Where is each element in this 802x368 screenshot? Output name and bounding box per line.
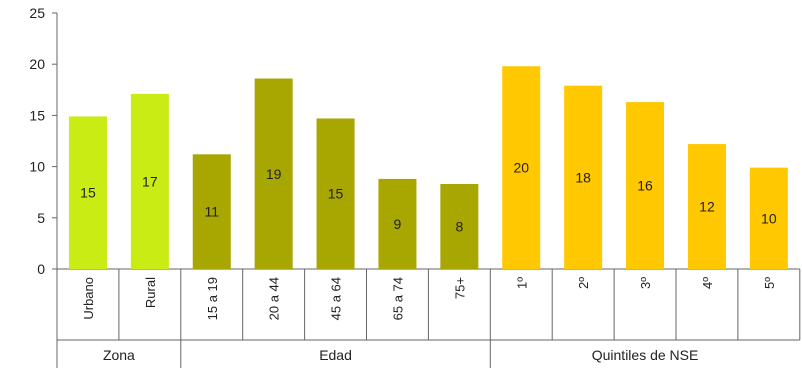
y-tick-label: 5 <box>37 210 45 226</box>
y-tick-label: 0 <box>37 261 45 277</box>
bar-value-label: 8 <box>455 219 463 235</box>
group-label: Quintiles de NSE <box>592 347 699 363</box>
bar-value-label: 16 <box>637 178 653 194</box>
x-tick-label: 4º <box>700 277 715 289</box>
x-tick-label: 45 a 64 <box>329 277 344 320</box>
bar <box>564 85 603 269</box>
x-tick-label: 75+ <box>452 277 467 299</box>
bar-value-label: 15 <box>328 186 344 202</box>
bar-value-label: 10 <box>761 210 777 226</box>
x-tick-label: Rural <box>143 277 158 308</box>
bar-value-label: 15 <box>80 185 96 201</box>
bar <box>378 178 417 269</box>
x-tick-label: Urbano <box>81 277 96 320</box>
bar-value-label: 18 <box>575 169 591 185</box>
y-tick-label: 10 <box>29 159 45 175</box>
x-tick-label: 2º <box>576 277 591 289</box>
bar-value-label: 11 <box>204 204 219 220</box>
x-tick-label: 15 a 19 <box>205 277 220 320</box>
y-tick-label: 25 <box>29 5 45 21</box>
bar-value-label: 9 <box>394 216 402 232</box>
x-tick-label: 5º <box>762 277 777 289</box>
bar <box>316 118 355 269</box>
y-tick-label: 20 <box>29 56 45 72</box>
x-tick-label: 20 a 44 <box>267 277 282 320</box>
bar-value-label: 12 <box>699 199 715 215</box>
group-label: Zona <box>103 347 135 363</box>
bar <box>502 66 541 269</box>
bar <box>130 93 169 269</box>
bar <box>687 144 726 269</box>
bar-value-label: 20 <box>513 160 529 176</box>
bar <box>626 102 665 269</box>
x-tick-label: 1º <box>514 277 529 289</box>
x-tick-label: 65 a 74 <box>390 277 405 320</box>
bar <box>440 184 479 269</box>
group-label: Edad <box>319 347 352 363</box>
y-tick-label: 15 <box>29 107 45 123</box>
bar-value-label: 17 <box>142 173 158 189</box>
bar <box>749 167 788 269</box>
x-tick-label: 3º <box>638 277 653 289</box>
bar <box>68 116 107 269</box>
bar <box>254 78 293 269</box>
bar-value-label: 19 <box>266 166 282 182</box>
bar <box>192 154 231 269</box>
